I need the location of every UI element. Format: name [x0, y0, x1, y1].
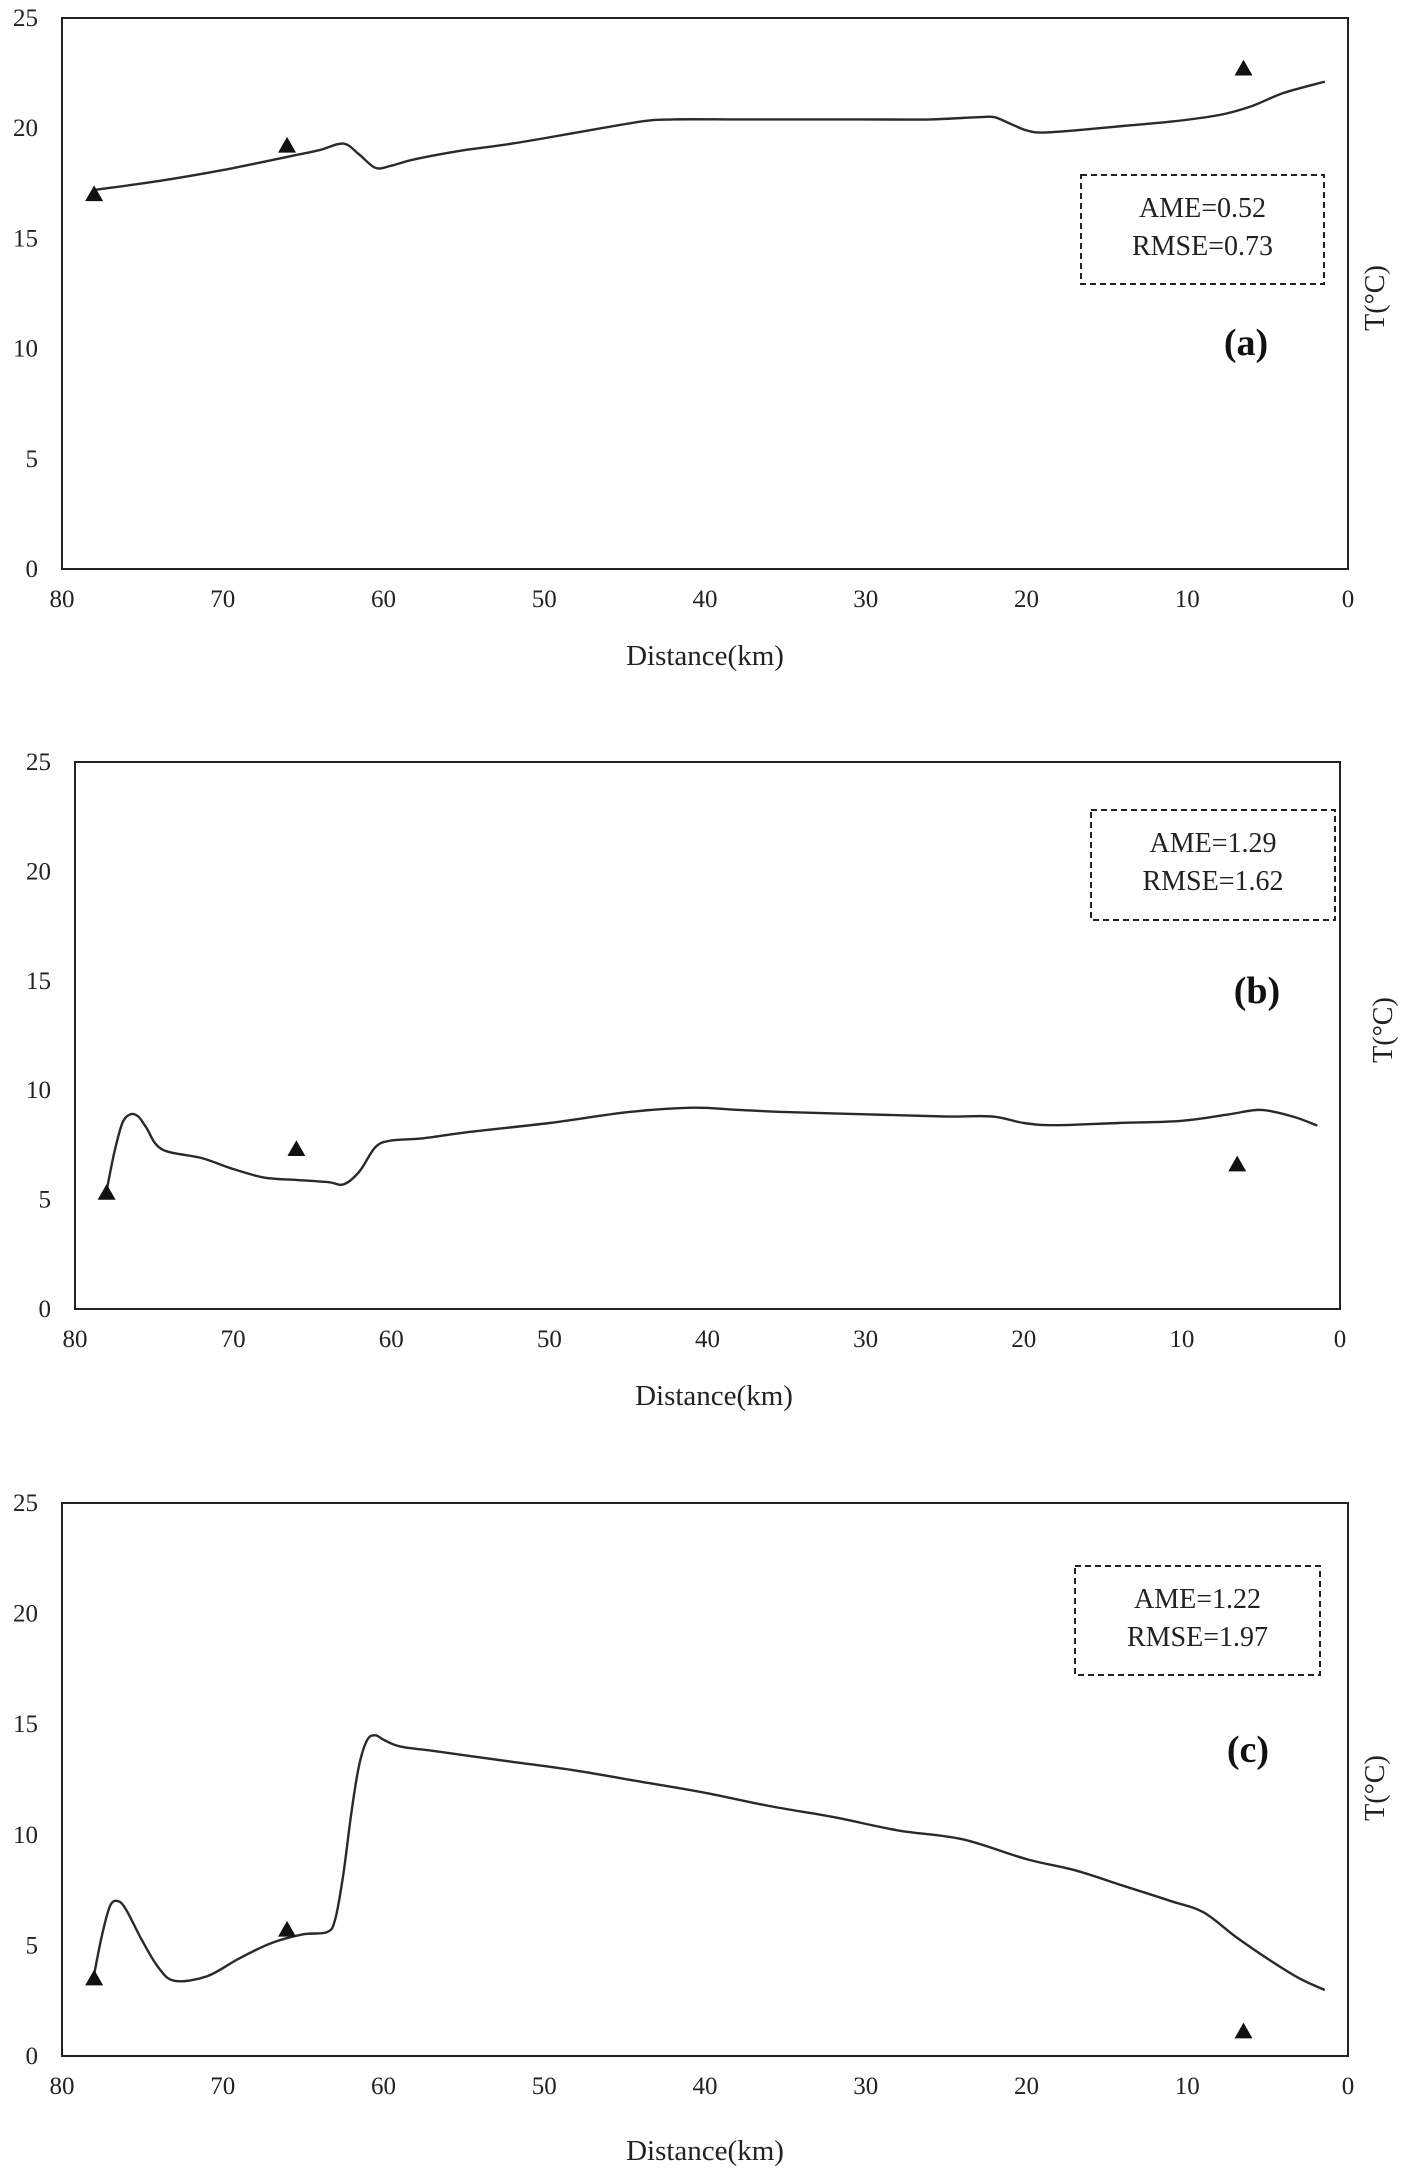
plot-frame — [74, 761, 1341, 1310]
x-tick-label: 20 — [1014, 586, 1039, 613]
observed-point-triangle — [85, 1969, 104, 1986]
y-tick-label: 5 — [26, 1932, 39, 1959]
x-tick-label: 40 — [693, 586, 718, 613]
y-axis-label: T(°C) — [1368, 997, 1399, 1063]
y-tick-label: 0 — [39, 1296, 52, 1323]
x-tick-label: 40 — [693, 2073, 718, 2100]
x-axis-label: Distance(km) — [626, 640, 784, 672]
x-tick-label: 30 — [853, 2073, 878, 2100]
y-tick-label: 20 — [26, 858, 51, 885]
simulated-temperature-line — [105, 1106, 1318, 1192]
y-tick-label: 0 — [26, 556, 39, 583]
x-tick-label: 40 — [695, 1326, 720, 1353]
x-tick-label: 70 — [210, 2073, 235, 2100]
stats-box — [1090, 809, 1336, 921]
x-tick-label: 10 — [1169, 1326, 1194, 1353]
y-tick-label: 15 — [13, 225, 38, 252]
observed-point-triangle — [1234, 59, 1253, 76]
y-axis-label: T(°C) — [1360, 265, 1391, 331]
y-tick-label: 25 — [13, 1490, 38, 1517]
x-tick-label: 50 — [537, 1326, 562, 1353]
observed-point-triangle — [1228, 1155, 1247, 1172]
y-axis-label: T(°C) — [1360, 1755, 1391, 1821]
simulated-temperature-line — [93, 80, 1326, 192]
y-tick-label: 10 — [26, 1077, 51, 1104]
y-tick-label: 0 — [26, 2043, 39, 2070]
y-tick-label: 20 — [13, 115, 38, 142]
x-tick-label: 0 — [1334, 1326, 1347, 1353]
observed-point-triangle — [97, 1184, 116, 1200]
panel-label: (a) — [1224, 322, 1268, 364]
plot-frame — [61, 1502, 1349, 2057]
ame-value: AME=1.22 — [1134, 1584, 1261, 1615]
y-tick-label: 25 — [26, 749, 51, 776]
x-tick-label: 0 — [1342, 586, 1355, 613]
y-tick-label: 15 — [26, 968, 51, 995]
observed-point-triangle — [278, 1920, 297, 1937]
rmse-value: RMSE=1.62 — [1142, 866, 1283, 897]
x-axis-label: Distance(km) — [635, 1380, 793, 1412]
y-tick-label: 10 — [13, 336, 38, 363]
ame-value: AME=0.52 — [1139, 193, 1266, 224]
x-axis-label: Distance(km) — [626, 2135, 784, 2167]
stats-box — [1080, 174, 1325, 285]
y-tick-label: 5 — [39, 1187, 52, 1214]
observed-point-triangle — [278, 136, 297, 153]
stats-box — [1074, 1565, 1321, 1676]
x-tick-label: 20 — [1011, 1326, 1036, 1353]
y-tick-label: 25 — [13, 5, 38, 32]
observed-point-triangle — [1234, 2022, 1253, 2039]
panel-label: (c) — [1227, 1729, 1269, 1771]
x-tick-label: 80 — [50, 586, 75, 613]
y-tick-label: 10 — [13, 1822, 38, 1849]
x-tick-label: 30 — [853, 586, 878, 613]
ame-value: AME=1.29 — [1149, 828, 1276, 859]
rmse-value: RMSE=1.97 — [1127, 1622, 1268, 1653]
x-tick-label: 10 — [1175, 586, 1200, 613]
x-tick-label: 50 — [532, 586, 557, 613]
x-tick-label: 60 — [371, 586, 396, 613]
x-tick-label: 30 — [853, 1326, 878, 1353]
simulated-temperature-line — [93, 1734, 1326, 1991]
x-tick-label: 80 — [50, 2073, 75, 2100]
observed-point-triangle — [85, 185, 104, 202]
observed-point-triangle — [287, 1140, 306, 1157]
panel-label: (b) — [1234, 970, 1280, 1012]
x-tick-label: 50 — [532, 2073, 557, 2100]
x-tick-label: 0 — [1342, 2073, 1355, 2100]
x-tick-label: 70 — [210, 586, 235, 613]
x-tick-label: 60 — [379, 1326, 404, 1353]
rmse-value: RMSE=0.73 — [1132, 231, 1273, 262]
x-tick-label: 20 — [1014, 2073, 1039, 2100]
y-tick-label: 15 — [13, 1711, 38, 1738]
x-tick-label: 60 — [371, 2073, 396, 2100]
plot-frame — [61, 17, 1349, 570]
x-tick-label: 10 — [1175, 2073, 1200, 2100]
x-tick-label: 80 — [63, 1326, 88, 1353]
x-tick-label: 70 — [221, 1326, 246, 1353]
y-tick-label: 5 — [26, 446, 39, 473]
y-tick-label: 20 — [13, 1601, 38, 1628]
